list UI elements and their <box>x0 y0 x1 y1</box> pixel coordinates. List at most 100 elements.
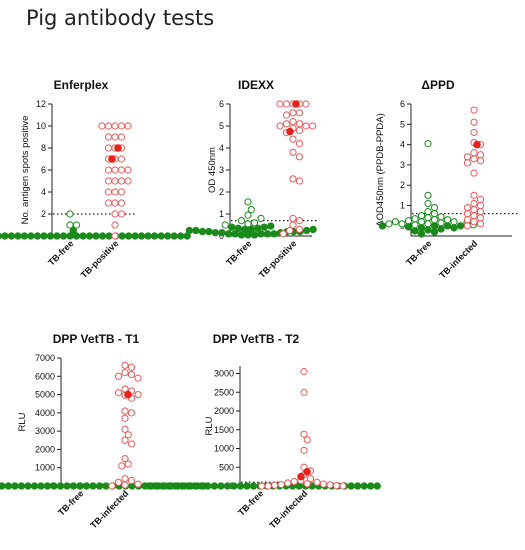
y-tick-label: 3000 <box>214 369 234 379</box>
y-tick-label: 12 <box>36 99 46 109</box>
data-point-free-dense <box>30 482 39 490</box>
data-point-positive <box>134 390 142 399</box>
data-point-free-dense <box>204 482 212 490</box>
data-point-positive <box>111 133 119 141</box>
data-point-free-dense <box>85 232 94 240</box>
data-point-free <box>247 206 255 214</box>
data-point-positive <box>470 149 478 157</box>
y-tick-label: 1 <box>219 209 224 219</box>
x-category-label: TB-infected <box>88 488 130 530</box>
data-point-free <box>424 220 432 228</box>
data-point-free <box>450 218 458 226</box>
data-point-free-dense <box>430 228 439 236</box>
data-point-positive <box>276 122 284 130</box>
data-point-highlight <box>303 467 311 476</box>
y-tick-label: 4 <box>41 187 46 197</box>
data-point-free <box>417 212 426 220</box>
data-point-free-dense <box>7 232 16 240</box>
data-point-free <box>398 220 406 228</box>
data-point-highlight <box>297 472 305 481</box>
data-point-free-dense <box>69 482 78 490</box>
data-point-free-dense <box>456 222 465 230</box>
data-point-free <box>72 221 81 229</box>
data-point-positive <box>127 476 136 485</box>
data-point-positive <box>111 199 119 207</box>
data-point-free-dense <box>241 225 249 233</box>
data-point-positive <box>127 440 136 448</box>
data-point-free-dense <box>124 232 133 240</box>
data-point-free-dense <box>20 232 29 240</box>
data-point-highlight <box>286 127 294 136</box>
data-point-free-dense <box>223 482 232 490</box>
data-point-free <box>424 208 432 216</box>
data-point-positive <box>289 109 297 117</box>
data-point-free <box>244 211 252 219</box>
data-point-positive <box>111 221 119 229</box>
data-point-free-dense <box>417 230 426 238</box>
data-point-positive <box>295 153 304 161</box>
data-point-free-dense <box>249 482 258 490</box>
data-point-positive <box>117 188 126 196</box>
data-point-free-dense <box>404 223 413 231</box>
data-point-free-dense <box>171 482 179 490</box>
data-point-free-dense <box>178 482 186 490</box>
data-point-free-dense <box>157 232 165 240</box>
data-point-free-dense <box>267 222 275 230</box>
data-point-positive <box>284 479 292 487</box>
data-point-positive <box>463 210 472 218</box>
y-tick-label: 6 <box>400 99 405 109</box>
y-tick-label: 1500 <box>214 425 234 435</box>
y-axis-label: ΔOD450nm (PPDB-PPDA) <box>375 113 386 227</box>
data-point-free-dense <box>138 232 146 240</box>
data-point-free-dense <box>131 232 139 240</box>
data-point-positive <box>290 477 298 486</box>
data-point-free-dense <box>37 482 45 490</box>
data-point-free-dense <box>437 225 445 233</box>
data-point-highlight <box>114 144 122 152</box>
y-tick-label: 5 <box>400 119 405 129</box>
data-point-free <box>237 217 246 225</box>
data-point-free-dense <box>56 482 65 490</box>
data-point-positive <box>117 155 126 163</box>
data-point-free-dense <box>243 482 251 490</box>
y-tick-label: 5000 <box>35 390 55 400</box>
data-point-free-dense <box>152 482 160 490</box>
data-point-positive <box>98 122 106 130</box>
y-tick-label: 6 <box>219 99 224 109</box>
data-point-positive <box>300 388 308 396</box>
data-point-positive <box>470 106 478 114</box>
y-tick-label: 2000 <box>214 406 234 416</box>
data-point-positive <box>295 126 304 134</box>
y-tick-label: 4 <box>400 140 405 150</box>
data-point-free <box>430 210 439 218</box>
data-point-free <box>430 216 439 224</box>
data-point-positive <box>470 169 478 177</box>
data-point-free-dense <box>185 226 194 235</box>
data-point-positive <box>104 133 113 141</box>
data-point-positive <box>114 478 123 486</box>
data-point-positive <box>121 361 129 369</box>
data-point-free-dense <box>118 232 126 240</box>
data-point-free-dense <box>89 482 97 490</box>
data-point-positive <box>470 128 478 137</box>
data-point-free-dense <box>33 232 42 240</box>
data-point-free-dense <box>224 230 233 238</box>
panel-title: DPP VetTB - T1 <box>53 332 140 346</box>
panel-title: IDEXX <box>238 78 274 92</box>
data-point-free <box>424 199 432 208</box>
data-point-free-dense <box>11 482 19 490</box>
data-point-free-dense <box>205 228 213 236</box>
data-point-free-dense <box>82 482 91 490</box>
data-point-free-dense <box>151 232 159 240</box>
data-point-free-dense <box>43 482 52 490</box>
data-point-free-dense <box>170 232 178 240</box>
x-category-label: TB-free <box>404 238 433 267</box>
data-point-free-dense <box>217 482 225 490</box>
data-point-positive <box>277 480 285 489</box>
data-point-positive <box>127 363 136 371</box>
y-tick-label: 6 <box>41 165 46 175</box>
y-tick-label: 500 <box>219 462 234 472</box>
data-point-free-dense <box>263 230 272 238</box>
data-point-positive <box>121 481 129 489</box>
